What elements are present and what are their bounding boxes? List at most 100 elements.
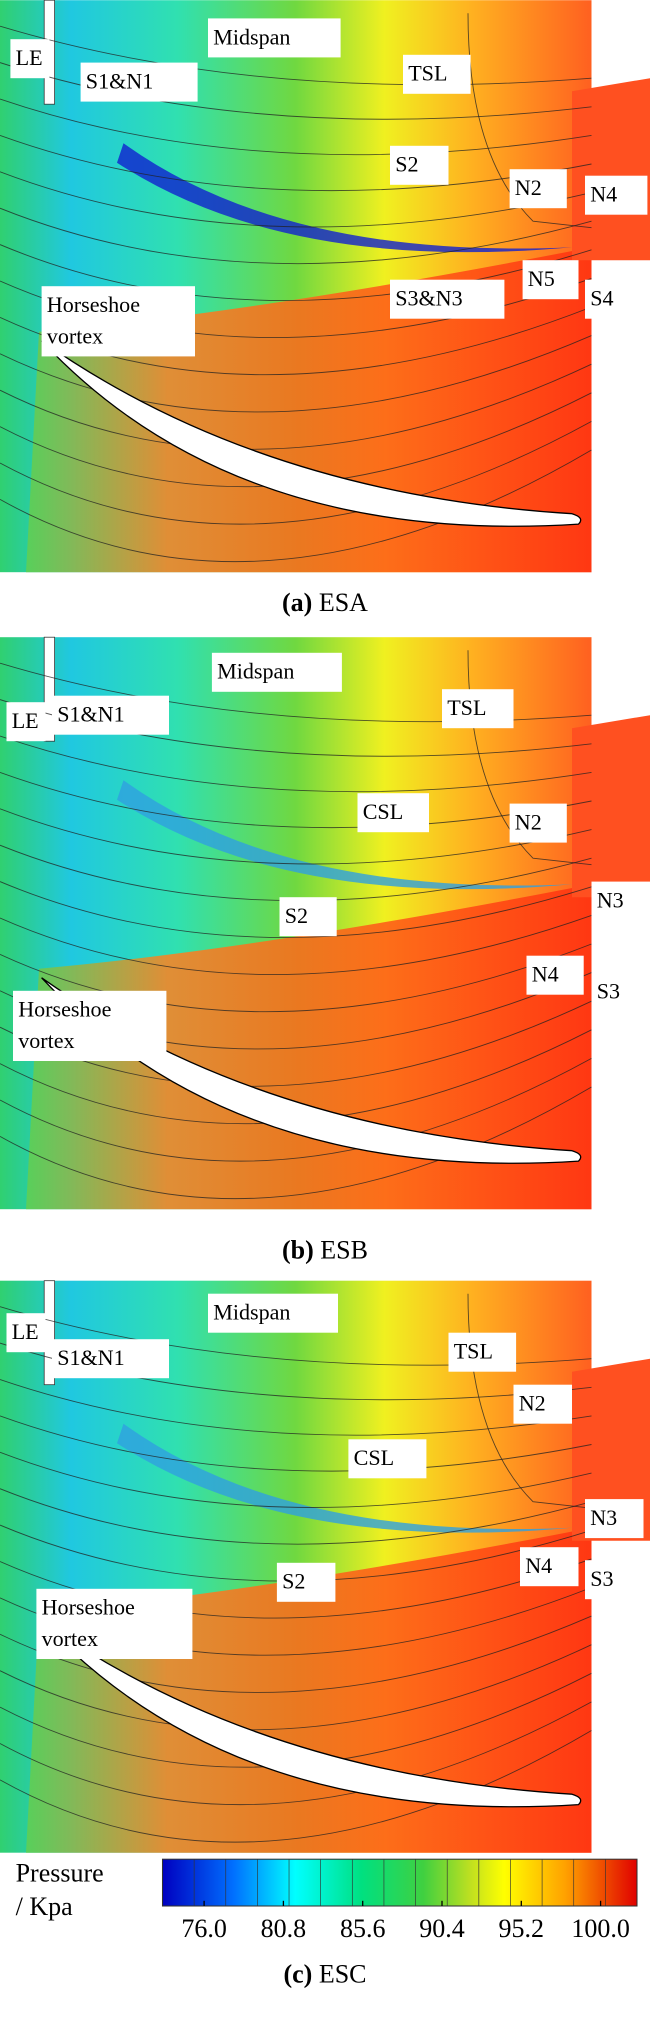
annotation-label: Midspan [213,1300,290,1325]
label-box [520,1547,579,1587]
annotation-label: vortex [18,1028,74,1053]
colorbar-tick-label: 76.0 [181,1914,227,1943]
annotation-label: N2 [515,809,542,834]
streamline [0,1701,592,1806]
annotation-label: S2 [285,903,308,928]
streamline [0,1730,592,1843]
annotation-label: vortex [42,1626,98,1651]
annotation-label: TSL [408,61,447,86]
label-box [36,1588,193,1659]
streamline [0,1058,592,1162]
outlet-region [572,1358,650,1541]
contour-panel: LE Midspan S1&N1 TSL S2 N2 N4 Horseshoe vortex S3… [0,0,650,573]
annotation-label: TSL [454,1339,493,1364]
label-box [279,897,337,937]
annotation-label: LE [16,45,43,70]
suction-vortex-band [117,143,572,253]
label-box [10,39,50,79]
colorbar-tick-label: 95.2 [499,1914,545,1943]
annotation-label: Midspan [213,24,290,49]
separation-line [467,13,592,229]
streamline [0,1086,592,1200]
annotation-label: S2 [282,1569,305,1594]
annotation-label: Horseshoe [18,997,111,1022]
label-box [276,1562,336,1602]
label-box [41,286,195,357]
annotation-label: LE [12,1319,39,1344]
colorbar-title: Pressure [16,1858,104,1887]
label-box [513,1384,572,1424]
streamline [0,134,592,192]
label-box [6,1313,46,1353]
colorbar-tick-label: 80.8 [261,1914,307,1943]
label-box [13,990,167,1061]
label-box [591,881,650,921]
streamline [0,844,592,902]
annotation-label: S2 [395,152,418,177]
streamline [0,1379,592,1436]
streamline [0,449,592,563]
label-box [591,972,650,1012]
colorbar: 76.0 80.8 85.6 90.4 95.2 100.0 Pressure / Kpa [16,1858,638,1943]
annotation-label: N5 [528,266,555,291]
annotation-label: N2 [519,1391,546,1416]
annotation-label: Horseshoe [47,292,140,317]
caption-letter: (c) [283,1960,312,1989]
caption-name: ESB [320,1236,368,1265]
suction-vortex-band [117,1423,572,1533]
annotation-label: N4 [532,962,559,987]
contour-panel: LE Midspan S1&N1 TSL N2 CSL N3 N4 S3 S2 Horseshoe v… [0,1280,650,1853]
leading-edge [43,636,55,742]
separation-line [467,650,592,866]
panel-caption: (a) ESA [282,588,368,617]
annotation-label: S3 [597,978,620,1003]
annotation-label: S3&N3 [395,286,462,311]
colorbar-tick-label: 85.6 [340,1914,386,1943]
streamline [0,735,592,793]
streamline [0,771,592,829]
label-box [80,62,198,102]
annotation-label: N2 [515,175,542,200]
label-box [390,145,449,185]
label-box [390,279,505,319]
label-box [6,702,46,742]
panel-caption: (b) ESB [282,1236,368,1265]
annotation-label: S1&N1 [57,1345,124,1370]
annotation-label: N4 [590,182,617,207]
streamline [0,1644,592,1731]
annotation-label: S1&N1 [57,702,124,727]
annotation-label: N3 [597,887,624,912]
label-box [526,955,584,995]
annotation-label: Midspan [217,659,294,684]
annotation-label: CSL [363,799,403,824]
streamline [0,943,592,1013]
caption-name: ESA [319,588,368,617]
caption-name: ESC [319,1960,367,1989]
streamline [0,25,592,86]
label-box [585,1499,644,1539]
label-box [348,1439,427,1479]
label-box [585,175,648,215]
blade [41,340,582,527]
label-box [585,279,644,319]
label-box [208,18,341,58]
annotation-label: N3 [590,1505,617,1530]
contour-panel: LE Midspan S1&N1 TSL CSL N2 N3 S2 N4 S3 Horseshoe v… [0,636,650,1210]
panel-caption: (c) ESC [283,1960,366,1989]
caption-letter: (a) [282,588,312,617]
annotation-label: N4 [525,1553,552,1578]
streamline [0,1615,592,1693]
streamline [0,421,592,525]
streamline [0,914,592,975]
panels: LE Midspan S1&N1 TSL S2 N2 N4 Horseshoe vortex S3… [0,0,650,1853]
blade [41,1620,582,1808]
outlet-region [572,78,650,261]
streamline [0,98,592,156]
label-box [211,652,342,692]
colorbar-tick-label: 100.0 [571,1914,630,1943]
suction-vortex-band [117,780,572,890]
streamline [0,62,592,120]
outlet-region [572,715,650,898]
separation-line [467,1293,592,1509]
